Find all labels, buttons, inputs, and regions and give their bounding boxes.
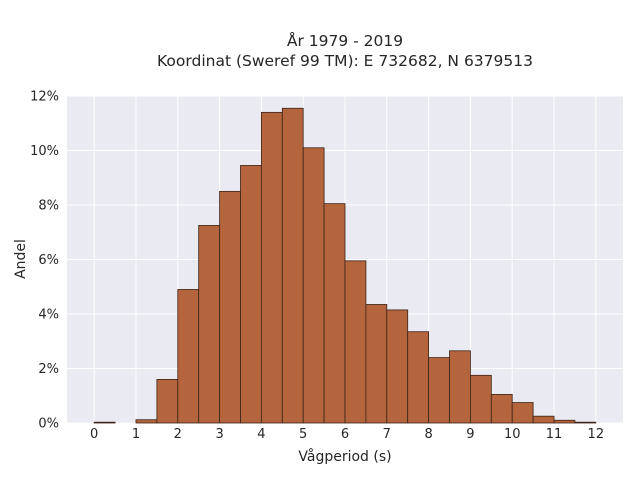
histogram-bar-4	[177, 289, 200, 424]
histogram-bar-9	[281, 107, 304, 424]
y-tick-label-0: 0%	[38, 417, 59, 432]
histogram-bar-14	[386, 309, 409, 424]
x-tick-label-0: 0	[90, 427, 98, 442]
histogram-bar-8	[260, 111, 283, 424]
histogram-bar-13	[365, 304, 388, 424]
histogram-bar-15	[407, 331, 430, 424]
histogram-bar-11	[323, 203, 346, 424]
histogram-bar-10	[302, 147, 325, 424]
histogram-bar-0	[93, 421, 116, 424]
y-tick-label-3: 6%	[38, 253, 59, 268]
histogram-bar-22	[553, 419, 576, 424]
y-tick-label-1: 2%	[38, 362, 59, 377]
y-axis-label: Andel	[13, 239, 29, 279]
histogram-bar-3	[156, 378, 179, 424]
x-tick-label-8: 8	[424, 427, 432, 442]
chart-title-line-1: År 1979 - 2019	[287, 31, 403, 50]
x-tick-label-3: 3	[215, 427, 223, 442]
x-axis-label: Vågperiod (s)	[298, 448, 391, 465]
histogram-bars	[93, 107, 597, 424]
histogram-bar-7	[240, 165, 262, 424]
x-tick-label-1: 1	[132, 427, 140, 442]
y-tick-label-4: 8%	[38, 199, 59, 214]
histogram-bar-18	[470, 374, 492, 424]
histogram-bar-12	[344, 260, 367, 424]
x-tick-label-9: 9	[466, 427, 474, 442]
x-tick-label-12: 12	[588, 427, 605, 442]
histogram-bar-20	[511, 402, 534, 424]
histogram-bar-2	[135, 419, 158, 424]
histogram-bar-17	[449, 350, 471, 424]
histogram-bar-19	[490, 393, 513, 424]
x-tick-label-2: 2	[174, 427, 182, 442]
x-tick-label-5: 5	[299, 427, 307, 442]
histogram-bar-5	[198, 225, 220, 424]
x-tick-label-7: 7	[383, 427, 391, 442]
x-tick-label-10: 10	[504, 427, 521, 442]
y-tick-label-6: 12%	[30, 90, 59, 105]
histogram-bar-6	[219, 190, 241, 424]
histogram-bar-16	[428, 357, 450, 424]
x-tick-label-6: 6	[341, 427, 349, 442]
x-tick-label-11: 11	[546, 427, 563, 442]
histogram-bar-23	[574, 421, 597, 424]
y-tick-label-5: 10%	[30, 144, 59, 159]
y-axis-ticks: 0% 2% 4% 6% 8% 10% 12%	[30, 90, 59, 432]
y-tick-label-2: 4%	[38, 308, 59, 323]
chart-title-line-2: Koordinat (Sweref 99 TM): E 732682, N 63…	[157, 52, 533, 70]
histogram-bar-21	[532, 415, 555, 424]
x-axis-ticks: 0 1 2 3 4 5 6 7 8 9 10 11 12	[90, 427, 604, 442]
x-tick-label-4: 4	[257, 427, 265, 442]
